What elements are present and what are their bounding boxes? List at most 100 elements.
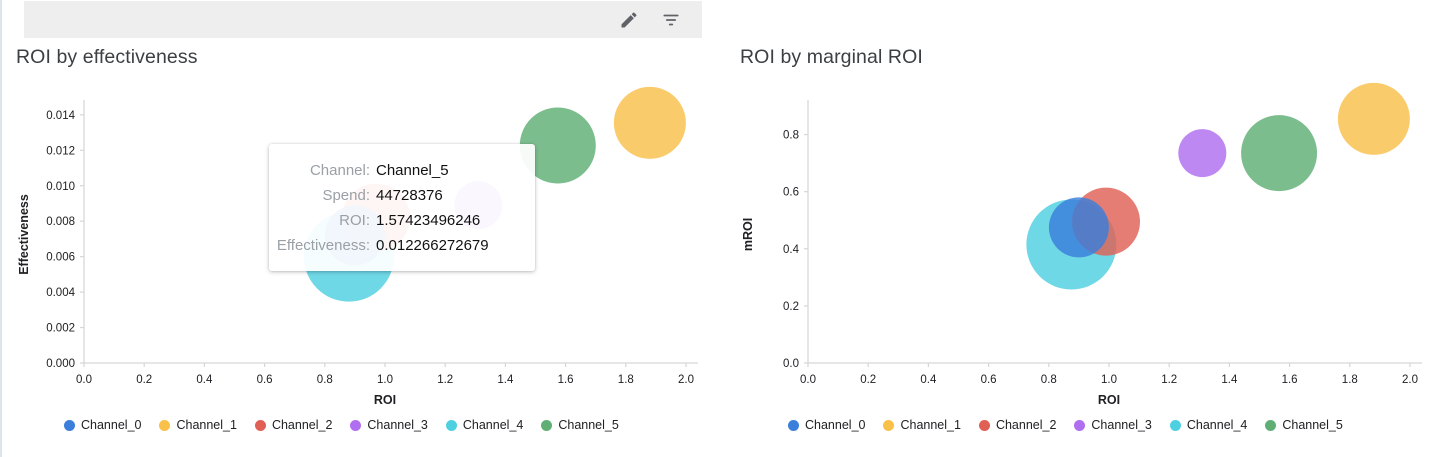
legend-swatch-channel_0 — [64, 419, 75, 431]
y-tick-label: 0.010 — [46, 181, 75, 193]
x-tick-label: 1.6 — [558, 374, 574, 386]
tooltip-row: Channel: Channel_5 — [283, 158, 521, 183]
bubble-channel_0[interactable] — [1048, 197, 1109, 258]
x-tick-label: 0.0 — [800, 374, 816, 386]
y-tick-label: 0.014 — [46, 110, 75, 122]
legend-item-channel_5[interactable]: Channel_5 — [1265, 418, 1343, 432]
panel-roi-by-marginal-roi: ROI by marginal ROI 0.0 0.2 0.4 0.6 0.8 0.0 0.… — [726, 38, 1448, 457]
legend-item-channel_2[interactable]: Channel_2 — [978, 418, 1056, 432]
x-tick-label: 0.8 — [1041, 374, 1057, 386]
legend-right: Channel_0 Channel_1 Channel_2 Channel_3 Chan… — [788, 418, 1343, 432]
x-tick-label: 1.4 — [1221, 374, 1238, 386]
legend-label: Channel_0 — [81, 418, 142, 432]
x-tick-label: 0.2 — [860, 374, 876, 386]
chart-svg-right: 0.0 0.2 0.4 0.6 0.8 0.0 0.2 0.4 0.6 0.8 1.0 1.2 1.4 1… — [741, 82, 1422, 407]
x-tick-label: 0.8 — [317, 374, 333, 386]
legend-label: Channel_1 — [900, 418, 961, 432]
legend-label: Channel_2 — [271, 418, 333, 432]
tooltip-value: 0.012266272679 — [376, 237, 489, 254]
page-title-right: ROI by marginal ROI — [740, 46, 923, 68]
chart-tooltip: Channel: Channel_5 Spend: 44728376 ROI: 1.574… — [269, 144, 535, 271]
chart-roi-by-marginal-roi: 0.0 0.2 0.4 0.6 0.8 0.0 0.2 0.4 0.6 0.8 1.0 1.2 1.4 1… — [726, 38, 1448, 457]
x-tick-label: 1.4 — [497, 374, 514, 386]
x-tick-label: 2.0 — [678, 374, 694, 386]
legend-item-channel_2[interactable]: Channel_2 — [254, 418, 333, 432]
x-tick-label: 0.4 — [920, 374, 937, 386]
legend-swatch-channel_5 — [1265, 419, 1277, 431]
bubble-channel_5[interactable] — [519, 107, 596, 184]
legend-swatch-channel_0 — [788, 419, 799, 431]
legend-label: Channel_4 — [1186, 418, 1248, 432]
legend-item-channel_4[interactable]: Channel_4 — [445, 418, 524, 432]
filter-button[interactable] — [654, 5, 688, 35]
x-tick-label: 0.0 — [76, 374, 92, 386]
x-axis-label: ROI — [1098, 393, 1120, 407]
legend-item-channel_1[interactable]: Channel_1 — [883, 418, 961, 432]
chart-toolbar — [24, 1, 702, 38]
legend-label: Channel_1 — [176, 418, 237, 432]
legend-item-channel_5[interactable]: Channel_5 — [541, 418, 619, 432]
y-tick-label: 0.008 — [46, 216, 75, 228]
legend-label: Channel_0 — [805, 418, 866, 432]
legend-item-channel_0[interactable]: Channel_0 — [64, 418, 141, 432]
x-tick-label: 0.6 — [981, 374, 997, 386]
tooltip-row: Effectiveness: 0.012266272679 — [277, 233, 521, 258]
x-tick-label: 1.0 — [377, 374, 393, 386]
x-tick-label: 1.2 — [437, 374, 453, 386]
legend-swatch-channel_4 — [445, 419, 457, 431]
legend-item-channel_0[interactable]: Channel_0 — [788, 418, 865, 432]
x-tick-label: 0.4 — [196, 374, 213, 386]
edit-button[interactable] — [612, 5, 646, 35]
bubble-channel_3[interactable] — [1178, 129, 1227, 178]
filter-icon — [661, 10, 681, 30]
tooltip-row: ROI: 1.57423496246 — [283, 208, 521, 233]
legend-item-channel_3[interactable]: Channel_3 — [350, 418, 428, 432]
x-tick-label: 1.8 — [1342, 374, 1358, 386]
y-axis-label: Effectiveness — [17, 194, 31, 275]
y-axis-label: mROI — [741, 218, 755, 251]
x-tick-label: 2.0 — [1402, 374, 1418, 386]
tooltip-value: 1.57423496246 — [376, 212, 481, 229]
bubble-channel_5[interactable] — [1241, 115, 1318, 192]
page-title-left: ROI by effectiveness — [16, 46, 198, 68]
x-tick-label: 1.8 — [618, 374, 634, 386]
legend-label: Channel_3 — [367, 418, 428, 432]
legend-swatch-channel_4 — [1169, 419, 1181, 431]
x-tick-label: 1.6 — [1282, 374, 1298, 386]
tooltip-key: Spend: — [322, 187, 370, 204]
tooltip-key: Channel: — [309, 162, 370, 179]
y-tick-label: 0.006 — [46, 252, 75, 264]
legend-swatch-channel_3 — [1074, 419, 1086, 431]
x-axis-label: ROI — [374, 393, 396, 407]
tooltip-value: Channel_5 — [376, 162, 449, 179]
legend-item-channel_1[interactable]: Channel_1 — [159, 418, 237, 432]
y-tick-label: 0.002 — [46, 323, 75, 335]
legend-label: Channel_3 — [1091, 418, 1152, 432]
pencil-icon — [619, 10, 639, 30]
legend-swatch-channel_1 — [883, 419, 895, 431]
y-tick-label: 0.004 — [46, 287, 75, 299]
legend-item-channel_3[interactable]: Channel_3 — [1074, 418, 1152, 432]
bubble-channel_1[interactable] — [613, 86, 686, 159]
legend-swatch-channel_2 — [254, 419, 266, 431]
tooltip-row: Spend: 44728376 — [283, 183, 521, 208]
y-tick-label: 0.8 — [783, 130, 799, 142]
legend-label: Channel_5 — [558, 418, 619, 432]
legend-label: Channel_4 — [462, 418, 524, 432]
legend-label: Channel_5 — [1282, 418, 1343, 432]
x-tick-label: 1.2 — [1161, 374, 1177, 386]
legend-left: Channel_0 Channel_1 Channel_2 Channel_3 Chan… — [64, 418, 619, 432]
x-tick-label: 0.6 — [257, 374, 273, 386]
legend-swatch-channel_3 — [350, 419, 362, 431]
legend-item-channel_4[interactable]: Channel_4 — [1169, 418, 1248, 432]
legend-swatch-channel_5 — [541, 419, 553, 431]
tooltip-key: ROI: — [339, 212, 370, 229]
y-tick-label: 0.000 — [46, 358, 75, 370]
y-tick-label: 0.012 — [46, 145, 75, 157]
y-tick-label: 0.0 — [783, 358, 799, 370]
legend-swatch-channel_1 — [159, 419, 171, 431]
bubble-channel_1[interactable] — [1337, 82, 1410, 155]
y-tick-label: 0.2 — [783, 301, 799, 313]
x-tick-label: 1.0 — [1101, 374, 1117, 386]
